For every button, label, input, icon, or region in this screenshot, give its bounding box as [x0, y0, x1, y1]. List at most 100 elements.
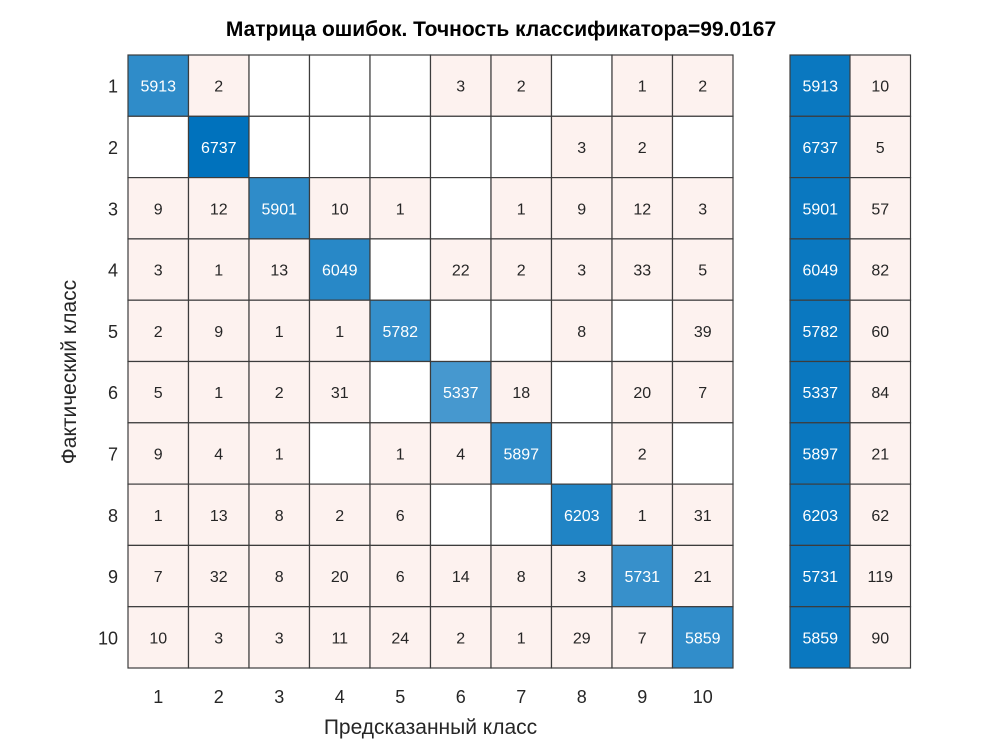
matrix-cell: [490, 115, 553, 179]
cell-rect: [789, 115, 852, 179]
cell-rect: [308, 483, 371, 547]
cell-value: 20: [331, 569, 349, 586]
cell-value: 2: [638, 446, 647, 463]
matrix-cell: 1: [248, 299, 311, 363]
x-axis-label: Предсказанный класс: [323, 716, 538, 739]
diagonal-cell: 6737: [187, 115, 250, 179]
summary-incorrect-cell: 60: [849, 299, 912, 363]
matrix-cell: 14: [429, 544, 492, 608]
cell-value: 6049: [322, 263, 358, 280]
cell-value: 6737: [802, 140, 838, 157]
cell-rect: [187, 360, 250, 424]
cell-value: 9: [214, 324, 223, 341]
cell-value: 3: [577, 263, 586, 280]
matrix-cell: 9: [127, 177, 190, 240]
cell-value: 33: [633, 263, 651, 280]
cell-value: 5913: [802, 79, 838, 96]
cell-rect: [369, 360, 432, 424]
cell-value: 2: [275, 385, 284, 402]
matrix-cell: [611, 299, 674, 363]
matrix-cell: 32: [187, 544, 250, 608]
matrix-cell: 9: [127, 422, 190, 485]
matrix-cell: 1: [490, 177, 553, 240]
y-tick-label: 1: [108, 77, 118, 97]
cell-value: 20: [633, 385, 651, 402]
cell-value: 5897: [503, 446, 539, 463]
x-tick-label: 10: [693, 687, 713, 707]
matrix-cell: [369, 238, 432, 301]
y-tick-label: 6: [108, 383, 118, 403]
cell-rect: [849, 54, 912, 117]
cell-rect: [187, 544, 250, 608]
y-tick-label: 3: [108, 199, 118, 219]
cell-rect: [308, 238, 371, 301]
cell-value: 60: [871, 324, 889, 341]
cell-rect: [248, 606, 311, 669]
cell-value: 5731: [624, 569, 660, 586]
diagonal-cell: 5731: [611, 544, 674, 608]
matrix-cell: 11: [308, 606, 371, 669]
summary-incorrect-cell: 10: [849, 54, 912, 117]
cell-rect: [671, 238, 734, 301]
matrix-cell: 7: [671, 360, 734, 424]
cell-rect: [187, 299, 250, 363]
matrix-cell: [490, 483, 553, 547]
cell-value: 2: [517, 79, 526, 96]
matrix-cell: 3: [671, 177, 734, 240]
matrix-cell: 3: [550, 544, 613, 608]
cell-rect: [490, 483, 553, 547]
summary-incorrect-cell: 21: [849, 422, 912, 485]
cell-rect: [849, 360, 912, 424]
cell-value: 8: [577, 324, 586, 341]
x-tick-label: 9: [637, 687, 647, 707]
matrix-cell: 20: [611, 360, 674, 424]
cell-rect: [308, 299, 371, 363]
cell-rect: [187, 606, 250, 669]
matrix-cell: 1: [127, 483, 190, 547]
cell-rect: [849, 238, 912, 301]
summary-incorrect-cell: 90: [849, 606, 912, 669]
matrix-cell: 8: [490, 544, 553, 608]
cell-rect: [849, 422, 912, 485]
cell-value: 10: [871, 79, 889, 96]
matrix-cell: [369, 360, 432, 424]
cell-rect: [671, 299, 734, 363]
cell-rect: [187, 483, 250, 547]
matrix-cell: 33: [611, 238, 674, 301]
cell-rect: [248, 360, 311, 424]
matrix-cell: 4: [429, 422, 492, 485]
cell-value: 6203: [564, 508, 600, 525]
cell-value: 5859: [685, 630, 721, 647]
y-tick-label: 5: [108, 322, 118, 342]
matrix-cell: 18: [490, 360, 553, 424]
matrix-cell: 7: [127, 544, 190, 608]
cell-value: 119: [867, 569, 893, 586]
cell-value: 21: [871, 446, 889, 463]
diagonal-cell: 6203: [550, 483, 613, 547]
summary-incorrect-cell: 62: [849, 483, 912, 547]
cell-rect: [369, 115, 432, 179]
cell-value: 8: [275, 508, 284, 525]
diagonal-cell: 5337: [429, 360, 492, 424]
cell-value: 7: [698, 385, 707, 402]
cell-rect: [127, 606, 190, 669]
cell-value: 2: [456, 630, 465, 647]
cell-rect: [369, 544, 432, 608]
cell-value: 31: [331, 385, 349, 402]
matrix-cell: 7: [611, 606, 674, 669]
matrix-cell: [550, 54, 613, 117]
cell-rect: [490, 115, 553, 179]
cell-value: 1: [214, 263, 223, 280]
cell-value: 10: [149, 630, 167, 647]
x-tick-label: 5: [395, 687, 405, 707]
x-tick-label: 7: [516, 687, 526, 707]
summary-correct-cell: 6203: [789, 483, 852, 547]
x-tick-label: 6: [456, 687, 466, 707]
cell-rect: [550, 483, 613, 547]
cell-rect: [849, 606, 912, 669]
y-tick-label: 4: [108, 261, 118, 281]
matrix-cell: [671, 422, 734, 485]
matrix-cell: 5: [127, 360, 190, 424]
cell-value: 5: [154, 385, 163, 402]
